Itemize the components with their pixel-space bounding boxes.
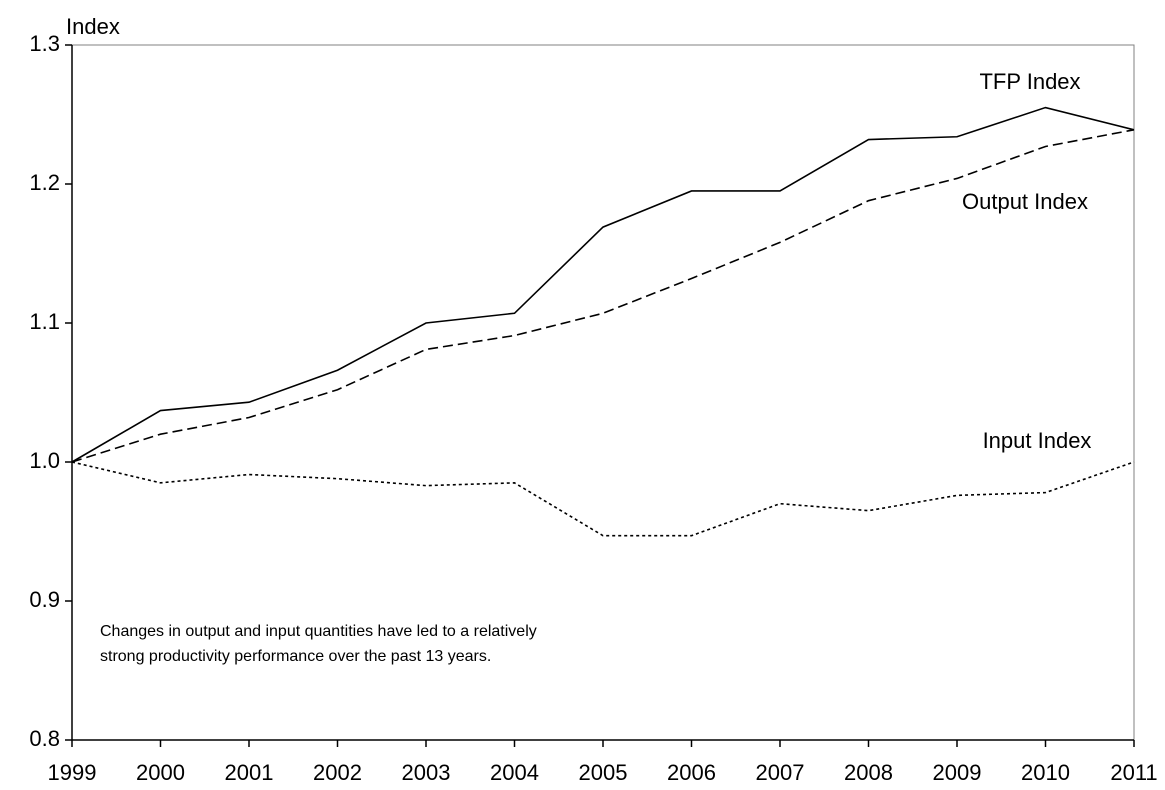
x-tick-label: 2003 bbox=[402, 760, 451, 785]
y-tick-label: 1.3 bbox=[29, 31, 60, 56]
x-tick-label: 2007 bbox=[756, 760, 805, 785]
series-label: Output Index bbox=[962, 189, 1088, 214]
annotation-line: Changes in output and input quantities h… bbox=[100, 623, 537, 640]
series-label: Input Index bbox=[983, 428, 1092, 453]
x-tick-label: 1999 bbox=[48, 760, 97, 785]
x-tick-label: 2010 bbox=[1021, 760, 1070, 785]
annotation-line: strong productivity performance over the… bbox=[100, 648, 491, 665]
x-tick-label: 2009 bbox=[933, 760, 982, 785]
series-line bbox=[71, 106, 1135, 463]
series-line bbox=[71, 461, 1135, 537]
x-tick-label: 2011 bbox=[1110, 760, 1157, 785]
x-tick-label: 2002 bbox=[313, 760, 362, 785]
x-tick-label: 2008 bbox=[844, 760, 893, 785]
y-tick-label: 0.8 bbox=[29, 726, 60, 751]
x-tick-label: 2001 bbox=[225, 760, 274, 785]
y-tick-label: 1.0 bbox=[29, 448, 60, 473]
x-tick-label: 2006 bbox=[667, 760, 716, 785]
x-tick-label: 2005 bbox=[579, 760, 628, 785]
y-tick-label: 0.9 bbox=[29, 587, 60, 612]
y-tick-label: 1.1 bbox=[29, 309, 60, 334]
y-tick-label: 1.2 bbox=[29, 170, 60, 195]
series-line bbox=[71, 129, 1135, 463]
x-tick-label: 2004 bbox=[490, 760, 539, 785]
x-tick-label: 2000 bbox=[136, 760, 185, 785]
series-label: TFP Index bbox=[979, 69, 1080, 94]
y-axis-label: Index bbox=[66, 14, 120, 39]
